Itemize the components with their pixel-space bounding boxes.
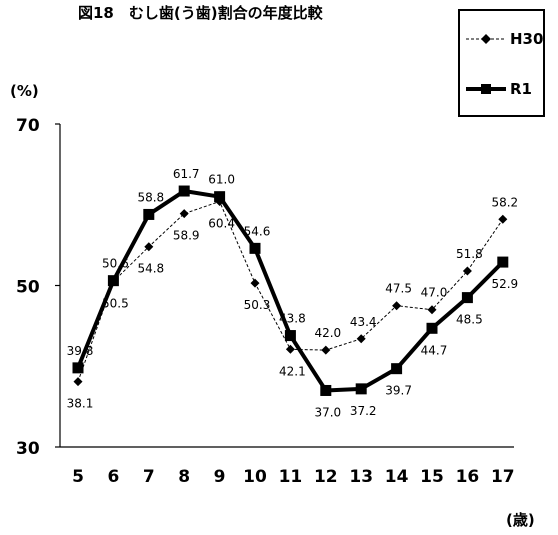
r1-point-14: [391, 363, 403, 375]
h30-label-42.1: 42.1: [279, 364, 306, 378]
x-tick-label-5: 5: [72, 467, 84, 487]
h30-point-13: [356, 334, 366, 344]
r1-point-5: [72, 362, 84, 374]
h30-point-14: [392, 301, 402, 311]
r1-point-15: [426, 322, 438, 334]
r1-label-37.0: 37.0: [314, 405, 341, 419]
x-tick-label-6: 6: [107, 467, 119, 487]
h30-point-16: [462, 266, 472, 276]
r1-point-11: [284, 330, 296, 342]
h30-label-50.3: 50.3: [244, 298, 271, 312]
r1-label-48.5: 48.5: [456, 313, 483, 327]
r1-point-17: [497, 256, 509, 268]
legend-item-h30: H30: [466, 29, 544, 49]
data-labels: 38.1 50.5 54.8 58.9 60.4 50.3 42.1 42.0 43.4 47.5…: [67, 167, 519, 419]
legend-item-r1: R1: [466, 79, 544, 99]
r1-label-44.7: 44.7: [421, 343, 448, 357]
x-tick-label-15: 15: [420, 467, 444, 487]
h30-label-51.8: 51.8: [456, 247, 483, 261]
h30-point-12: [321, 345, 331, 355]
x-tick-label-14: 14: [385, 467, 409, 487]
chart-title: 図18 むし歯(う歯)割合の年度比較: [78, 4, 323, 22]
series-r1: [72, 185, 509, 396]
x-tick-label-12: 12: [314, 467, 338, 487]
r1-label-61.0: 61.0: [208, 173, 235, 187]
legend-swatch-r1: [466, 84, 506, 94]
r1-point-8: [178, 185, 190, 197]
h30-label-43.4: 43.4: [350, 315, 377, 329]
x-tick-label-13: 13: [349, 467, 373, 487]
axis-tick-labels: 30 50 70 5 6 7 8 9 10 11 12 13 14 15 16 17: [16, 116, 515, 487]
chart-axes: [55, 123, 514, 448]
x-axis-unit-label: (歳): [506, 511, 535, 529]
h30-label-47.0: 47.0: [421, 286, 448, 300]
r1-label-37.2: 37.2: [350, 404, 377, 418]
h30-point-8: [179, 209, 189, 219]
x-tick-label-9: 9: [214, 467, 226, 487]
r1-label-39.8: 39.8: [67, 344, 94, 358]
h30-label-58.9: 58.9: [173, 229, 200, 243]
h30-label-58.2: 58.2: [491, 195, 518, 209]
h30-point-10: [250, 278, 260, 288]
x-tick-label-8: 8: [178, 467, 190, 487]
h30-point-5: [73, 377, 83, 387]
r1-label-39.7: 39.7: [385, 384, 412, 398]
legend-label-r1: R1: [510, 80, 532, 98]
x-tick-label-7: 7: [143, 467, 155, 487]
legend-label-h30: H30: [510, 30, 544, 48]
r1-label-43.8: 43.8: [279, 312, 306, 326]
r1-label-52.9: 52.9: [491, 277, 518, 291]
y-axis-unit-label: (%): [10, 82, 39, 100]
r1-point-7: [143, 208, 155, 220]
legend-swatch-h30: [466, 34, 506, 44]
h30-label-42.0: 42.0: [314, 326, 341, 340]
y-tick-label-70: 70: [16, 116, 40, 136]
h30-label-47.5: 47.5: [385, 282, 412, 296]
h30-point-17: [498, 214, 508, 224]
r1-point-13: [355, 383, 367, 395]
r1-point-16: [461, 292, 473, 304]
x-tick-label-17: 17: [491, 467, 515, 487]
h30-label-50.5: 50.5: [102, 296, 129, 310]
r1-label-61.7: 61.7: [173, 167, 200, 181]
y-tick-label-50: 50: [16, 278, 40, 298]
h30-label-54.8: 54.8: [137, 262, 164, 276]
h30-label-38.1: 38.1: [67, 397, 94, 411]
h30-point-11: [285, 344, 295, 354]
x-tick-label-11: 11: [279, 467, 303, 487]
legend: H30 R1: [458, 9, 545, 117]
h30-point-15: [427, 305, 437, 315]
r1-label-58.8: 58.8: [137, 190, 164, 204]
r1-point-6: [107, 275, 119, 287]
x-tick-label-16: 16: [456, 467, 480, 487]
r1-point-12: [320, 384, 332, 396]
x-tick-label-10: 10: [243, 467, 267, 487]
h30-label-60.4: 60.4: [208, 217, 235, 231]
r1-point-10: [249, 242, 261, 254]
h30-point-7: [144, 242, 154, 252]
r1-point-9: [214, 191, 226, 203]
r1-label-50.6: 50.6: [102, 257, 129, 271]
y-tick-label-30: 30: [16, 439, 40, 459]
r1-label-54.6: 54.6: [244, 224, 271, 238]
